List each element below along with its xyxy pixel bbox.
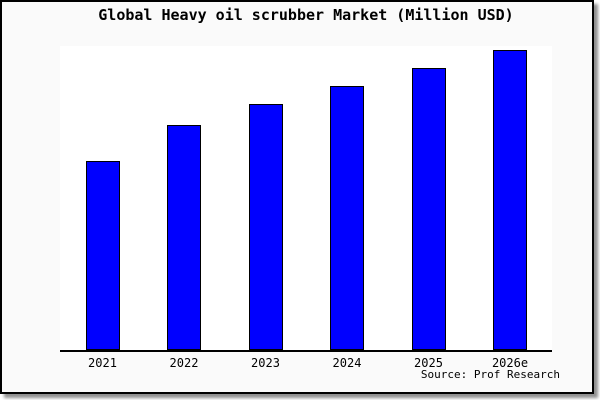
bar-2022 xyxy=(167,125,201,350)
x-axis-labels: 2021 2022 2023 2024 2025 2026e xyxy=(60,356,552,372)
x-tick-2021: 2021 xyxy=(88,356,117,370)
chart-figure: Global Heavy oil scrubber Market (Millio… xyxy=(0,0,594,394)
bar-2025 xyxy=(411,68,446,350)
bar-2026e xyxy=(493,50,527,350)
x-tick-2026e: 2026e xyxy=(491,356,529,370)
x-tick-2024: 2024 xyxy=(332,356,362,370)
bar-2024 xyxy=(330,86,364,350)
plot-area xyxy=(60,46,552,352)
chart-title: Global Heavy oil scrubber Market (Millio… xyxy=(98,6,514,24)
x-tick-2025: 2025 xyxy=(414,356,443,370)
x-tick-2023: 2023 xyxy=(251,356,280,370)
x-tick-2022: 2022 xyxy=(169,356,199,370)
bar-2023 xyxy=(248,104,283,350)
bar-2021 xyxy=(85,161,120,350)
source-credit: Source: Prof Research xyxy=(420,368,560,381)
